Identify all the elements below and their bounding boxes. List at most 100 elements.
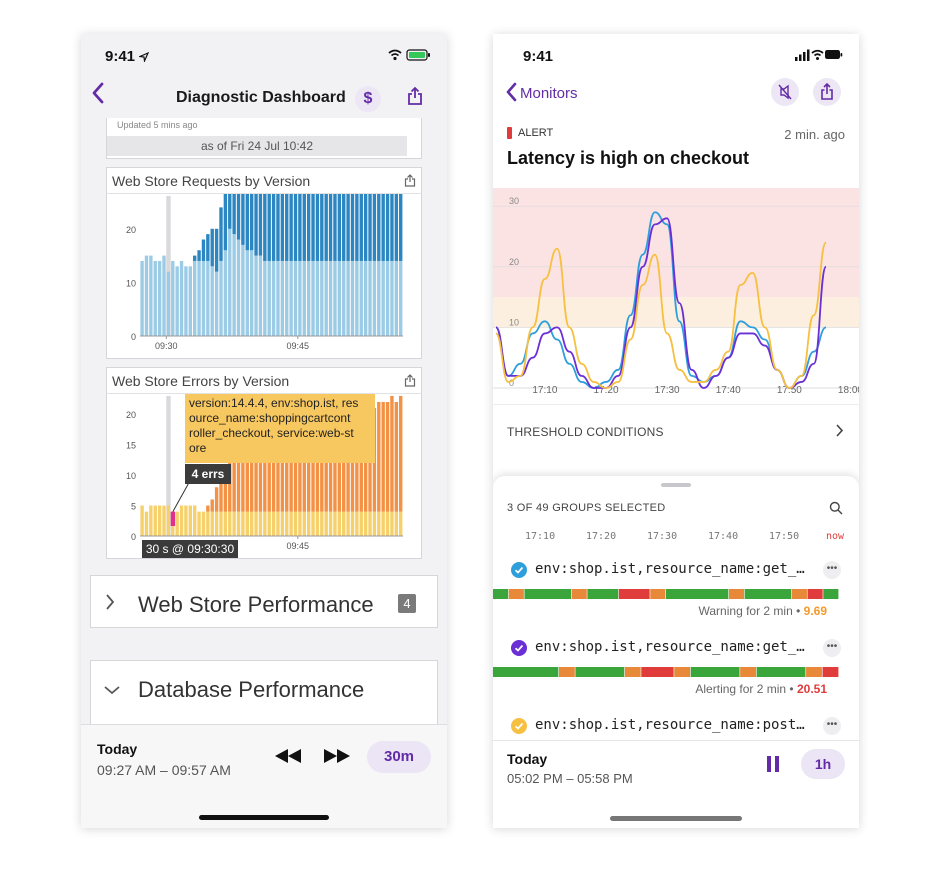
bar	[219, 207, 223, 261]
status-segment	[493, 589, 509, 599]
status-segment	[650, 589, 666, 599]
group-row[interactable]: env:shop.ist,resource_name:get_… ••• Ale…	[493, 634, 859, 708]
group-row[interactable]: env:shop.ist,resource_name:post… •••	[493, 712, 859, 742]
share-icon[interactable]	[404, 174, 416, 192]
group-name: env:shop.ist,resource_name:get_…	[535, 561, 805, 577]
phone-diagnostic-dashboard: 9:41 Diagnostic Dashboard $ Updated 5 mi…	[81, 34, 447, 828]
bar	[346, 194, 350, 261]
status-segment	[666, 589, 729, 599]
status-bar: 9:41	[81, 34, 447, 78]
share-icon[interactable]	[813, 78, 841, 106]
bar	[162, 255, 166, 336]
bar	[328, 260, 333, 336]
latency-chart[interactable]: 0 10 20 30 17:10 17:20 17:30 17:40 17:50 18:00	[493, 188, 859, 404]
bar	[390, 511, 394, 536]
status-time: 9:41	[105, 48, 136, 65]
bar	[285, 511, 289, 536]
bar	[258, 255, 263, 336]
x-tick-label: 17:30	[655, 385, 680, 396]
bar	[157, 260, 162, 336]
cost-dollar-icon[interactable]: $	[355, 86, 381, 112]
bar	[289, 194, 293, 261]
more-icon[interactable]: •••	[823, 717, 841, 735]
timestamp-card: Updated 5 mins ago as of Fri 24 Jul 10:4…	[106, 118, 422, 159]
bar	[162, 505, 166, 536]
bar	[390, 395, 394, 512]
bar	[254, 194, 258, 256]
bar	[280, 260, 285, 336]
check-icon[interactable]	[511, 562, 527, 578]
bar	[385, 511, 390, 536]
more-icon[interactable]: •••	[823, 561, 841, 579]
rewind-icon[interactable]	[274, 748, 302, 769]
bar	[337, 194, 342, 261]
bar	[245, 444, 249, 512]
group-web-store-performance[interactable]: Web Store Performance 4	[90, 575, 438, 628]
bar	[241, 194, 245, 245]
x-tick-label: 09:45	[287, 341, 310, 351]
divider	[493, 404, 859, 405]
bar	[381, 194, 385, 261]
bar	[285, 194, 289, 261]
bar	[271, 194, 276, 261]
y-tick-label: 0	[131, 532, 136, 542]
group-database-performance[interactable]: Database Performance	[90, 660, 438, 730]
bar	[276, 511, 280, 536]
bar	[359, 260, 363, 336]
wifi-battery-icon	[388, 49, 430, 61]
bar	[342, 260, 346, 336]
chevron-right-icon[interactable]	[835, 423, 844, 443]
check-icon[interactable]	[511, 640, 527, 661]
pause-icon[interactable]	[766, 755, 780, 778]
sheet-grabber[interactable]	[661, 483, 691, 487]
check-icon[interactable]	[511, 718, 527, 739]
requests-chart[interactable]: 0 10 20 09:30 09:45	[107, 194, 421, 358]
bar	[232, 456, 236, 512]
group-row[interactable]: env:shop.ist,resource_name:get_… ••• War…	[493, 556, 859, 630]
bar	[267, 511, 271, 536]
bar	[333, 260, 337, 336]
share-icon[interactable]	[407, 86, 423, 111]
bar	[324, 194, 328, 261]
bar	[359, 194, 363, 261]
groups-sheet: 3 OF 49 GROUPS SELECTED 17:10 17:20 17:3…	[493, 476, 859, 828]
threshold-label[interactable]: THRESHOLD CONDITIONS	[507, 425, 664, 439]
bar	[293, 432, 298, 512]
back-button[interactable]: Monitors	[520, 85, 578, 102]
status-segment	[624, 667, 641, 677]
fast-forward-icon[interactable]	[323, 748, 351, 769]
status-bar: 9:41	[493, 34, 859, 78]
search-icon[interactable]	[829, 501, 843, 520]
requests-widget[interactable]: Web Store Requests by Version 0 10 20 09:30…	[106, 167, 422, 359]
bar	[271, 511, 276, 536]
bar	[206, 511, 210, 536]
bar	[328, 194, 333, 261]
bar	[201, 260, 206, 336]
back-chevron-icon[interactable]	[505, 82, 517, 107]
footer-day: Today	[507, 751, 548, 767]
status-label: Warning for 2 min	[698, 604, 793, 618]
bar	[153, 260, 157, 336]
share-icon[interactable]	[404, 374, 416, 392]
y-tick-label: 30	[509, 196, 519, 206]
status-strip	[493, 667, 839, 677]
timespan-button[interactable]: 30m	[367, 741, 431, 773]
bar	[333, 194, 337, 261]
errors-chart[interactable]: 0 5 10 15 20 09:45	[107, 394, 421, 558]
back-chevron-icon[interactable]	[91, 82, 105, 110]
bar	[302, 511, 306, 536]
bar	[201, 511, 206, 536]
group-label: Web Store Performance	[138, 592, 374, 617]
bar	[289, 432, 293, 512]
more-icon[interactable]: •••	[823, 639, 841, 657]
bar	[254, 511, 258, 536]
time-cursor-badge: 30 s @ 09:30:30	[142, 540, 238, 558]
mute-icon[interactable]	[771, 78, 799, 106]
bar	[241, 511, 245, 536]
bar	[153, 505, 157, 536]
errors-widget[interactable]: Web Store Errors by Version 0 5 10 15 20 09:4…	[106, 367, 422, 559]
tooltip-line: roller_checkout, service:web-st	[189, 426, 354, 440]
bar	[346, 511, 350, 536]
bar	[390, 260, 394, 336]
timespan-button[interactable]: 1h	[801, 749, 845, 779]
